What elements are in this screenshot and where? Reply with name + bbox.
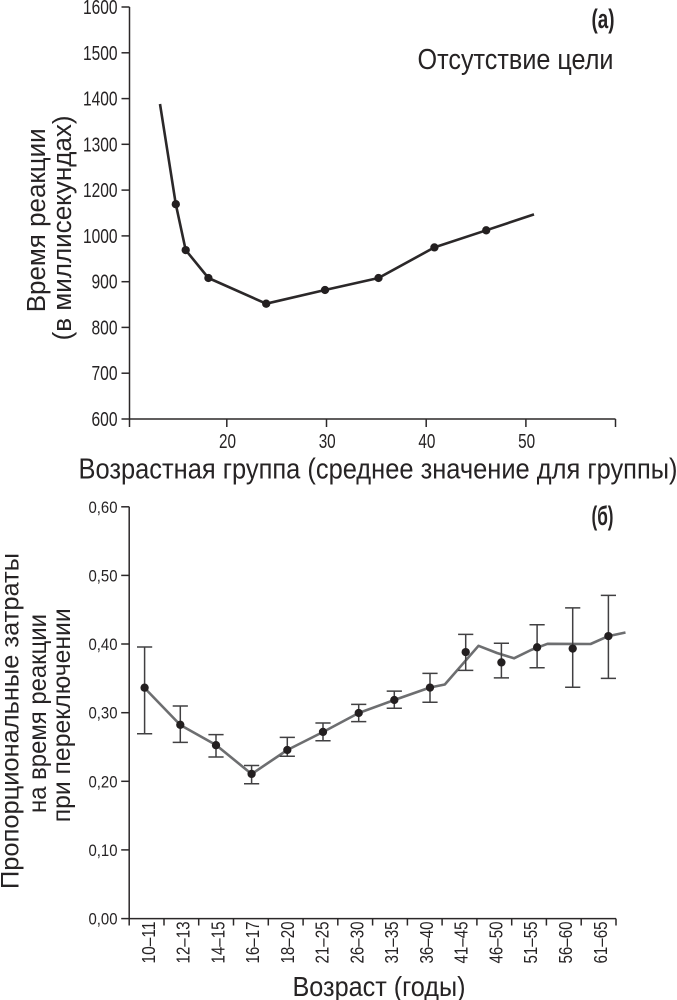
svg-text:800: 800 (92, 317, 118, 339)
svg-text:0,10: 0,10 (89, 841, 118, 860)
svg-text:51–55: 51–55 (520, 922, 541, 964)
svg-text:0,20: 0,20 (89, 772, 118, 791)
svg-text:30: 30 (319, 430, 336, 453)
svg-text:0,60: 0,60 (89, 498, 118, 517)
svg-text:1200: 1200 (83, 180, 118, 202)
svg-text:при переключении: при переключении (49, 608, 76, 822)
svg-text:700: 700 (92, 363, 118, 385)
svg-text:36–40: 36–40 (416, 922, 437, 964)
svg-text:56–60: 56–60 (555, 922, 576, 964)
svg-text:20: 20 (219, 430, 236, 453)
svg-text:61–65: 61–65 (590, 922, 611, 964)
svg-text:0,00: 0,00 (89, 910, 118, 929)
svg-text:10–11: 10–11 (138, 922, 159, 964)
svg-text:1600: 1600 (83, 0, 118, 19)
svg-text:46–50: 46–50 (485, 922, 506, 964)
svg-text:31–35: 31–35 (381, 922, 402, 964)
svg-text:1400: 1400 (83, 89, 118, 111)
svg-text:Пропорциональные затраты: Пропорциональные затраты (0, 553, 24, 889)
svg-text:18–20: 18–20 (277, 922, 298, 964)
svg-text:40: 40 (418, 430, 435, 453)
svg-text:600: 600 (92, 409, 118, 431)
svg-text:0,50: 0,50 (89, 566, 118, 585)
svg-text:Отсутствие цели: Отсутствие цели (418, 44, 614, 76)
svg-text:21–25: 21–25 (312, 922, 333, 964)
svg-text:Возраст (годы): Возраст (годы) (293, 971, 466, 1000)
svg-text:(б): (б) (592, 501, 614, 531)
svg-text:14–15: 14–15 (207, 922, 228, 964)
svg-text:(а): (а) (592, 4, 615, 34)
svg-text:1500: 1500 (83, 43, 118, 65)
svg-text:0,40: 0,40 (89, 635, 118, 654)
svg-text:Возрастная группа (среднее зна: Возрастная группа (среднее значение для … (79, 454, 677, 486)
svg-text:16–17: 16–17 (242, 922, 263, 964)
svg-text:на время реакции: на время реакции (25, 614, 52, 813)
svg-text:1000: 1000 (83, 226, 118, 248)
svg-text:(в миллисекундах): (в миллисекундах) (47, 115, 77, 340)
svg-text:26–30: 26–30 (346, 922, 367, 964)
svg-text:900: 900 (92, 272, 118, 294)
svg-text:Время реакции: Время реакции (21, 128, 51, 312)
svg-text:0,30: 0,30 (89, 704, 118, 723)
svg-text:12–13: 12–13 (173, 922, 194, 964)
svg-text:41–45: 41–45 (451, 922, 472, 964)
svg-text:1300: 1300 (83, 134, 118, 156)
svg-text:50: 50 (518, 430, 535, 453)
